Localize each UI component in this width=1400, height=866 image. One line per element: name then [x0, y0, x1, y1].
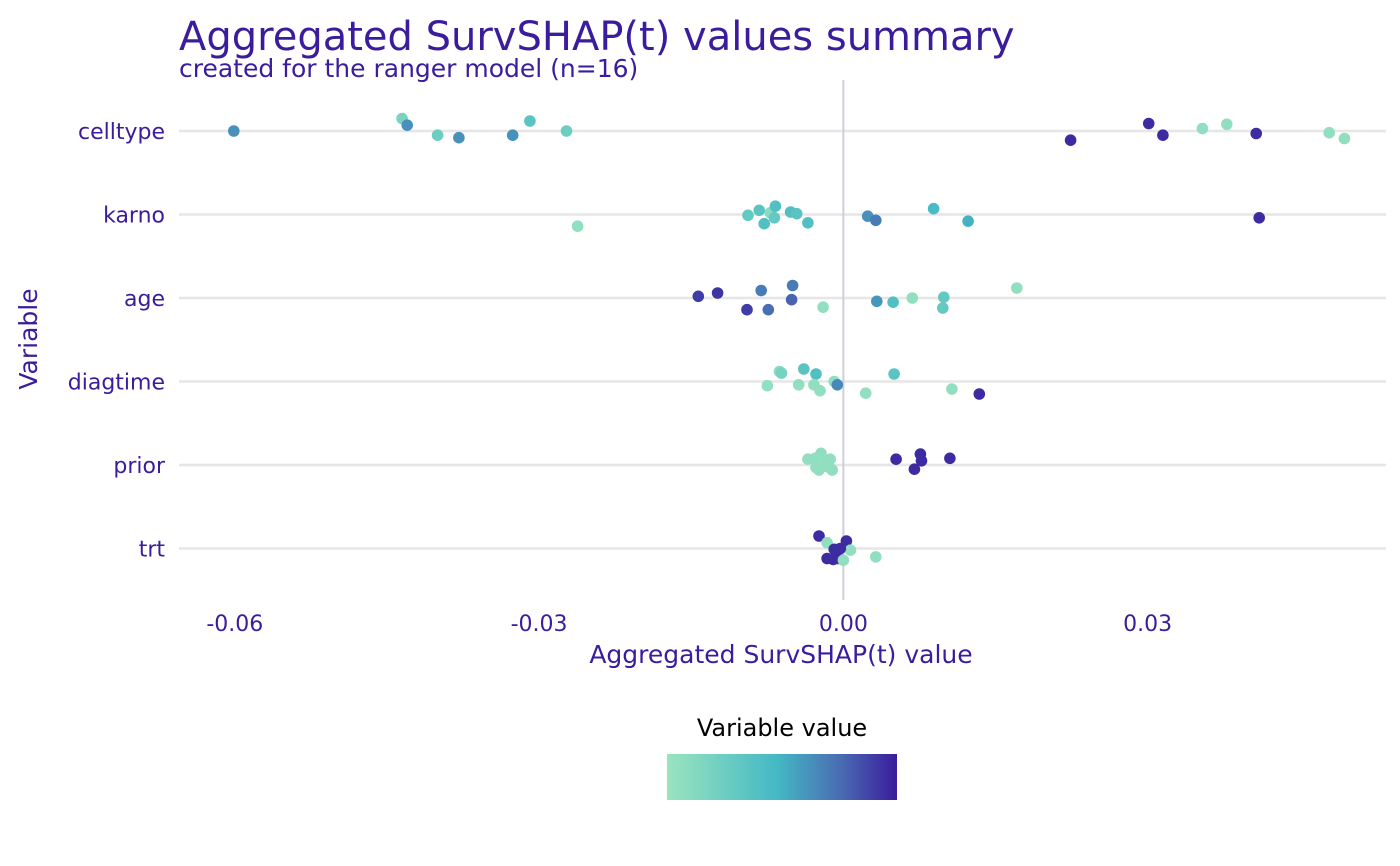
- data-point-age: [937, 302, 949, 314]
- data-point-diagtime: [973, 388, 986, 400]
- data-point-celltype: [1250, 127, 1262, 140]
- data-point-karno: [962, 215, 974, 227]
- data-point-diagtime: [814, 384, 826, 397]
- data-point-celltype: [1064, 134, 1077, 146]
- data-point-karno: [927, 202, 940, 215]
- data-point-age: [817, 301, 829, 314]
- data-point-prior: [815, 447, 827, 460]
- data-point-celltype: [1323, 126, 1335, 139]
- data-point-prior: [915, 455, 928, 467]
- data-point-karno: [769, 200, 782, 212]
- y-tick-label-age: age: [124, 287, 165, 312]
- x-axis-label: Aggregated SurvSHAP(t) value: [589, 640, 972, 669]
- data-point-age: [1011, 282, 1023, 294]
- y-tick-label-prior: prior: [113, 454, 166, 479]
- data-point-celltype: [1338, 132, 1351, 145]
- data-point-karno: [768, 212, 781, 224]
- data-point-age: [692, 290, 705, 303]
- data-point-prior: [813, 464, 825, 476]
- x-tick-label: -0.03: [511, 612, 568, 637]
- data-point-age: [785, 293, 798, 306]
- data-point-age: [741, 303, 753, 316]
- data-point-diagtime: [831, 379, 844, 391]
- data-point-diagtime: [798, 363, 810, 375]
- data-point-celltype: [1142, 117, 1155, 130]
- data-point-age: [938, 291, 950, 304]
- legend-colorbar: [667, 754, 897, 800]
- data-point-age: [711, 287, 724, 299]
- x-tick-label: 0.03: [1123, 612, 1172, 637]
- data-point-age: [762, 303, 775, 316]
- data-points: [228, 112, 1351, 566]
- data-point-diagtime: [810, 368, 822, 380]
- data-point-trt: [870, 551, 882, 563]
- data-point-diagtime: [888, 368, 900, 380]
- data-point-trt: [813, 530, 825, 542]
- data-point-celltype: [506, 129, 519, 141]
- x-tick-label: -0.06: [206, 612, 263, 637]
- data-point-karno: [758, 217, 770, 230]
- y-tick-labels: celltype karno age diagtime prior trt: [68, 120, 166, 563]
- data-point-celltype: [228, 125, 240, 137]
- x-tick-label: 0.00: [819, 612, 868, 637]
- data-point-diagtime: [792, 379, 805, 391]
- y-tick-label-karno: karno: [103, 204, 165, 229]
- y-tick-label-celltype: celltype: [78, 120, 165, 145]
- data-point-karno: [802, 217, 814, 229]
- y-axis-label: Variable: [14, 288, 43, 389]
- data-point-trt: [844, 544, 857, 556]
- chart-title: Aggregated SurvSHAP(t) values summary: [179, 14, 1015, 60]
- x-tick-labels: -0.06 -0.03 0.00 0.03: [206, 612, 1172, 637]
- data-point-celltype: [453, 131, 465, 144]
- data-point-prior: [822, 459, 834, 471]
- data-point-karno: [753, 204, 765, 217]
- data-point-karno: [742, 209, 754, 222]
- data-point-celltype: [560, 125, 573, 137]
- data-point-prior: [944, 452, 956, 465]
- data-point-age: [786, 279, 799, 292]
- data-point-diagtime: [946, 383, 958, 395]
- data-point-celltype: [1196, 122, 1209, 135]
- data-point-karno: [790, 207, 803, 220]
- data-point-diagtime: [761, 379, 774, 392]
- data-point-karno: [1253, 212, 1265, 224]
- data-point-prior: [890, 453, 902, 466]
- data-point-diagtime: [775, 367, 788, 379]
- data-point-trt: [834, 542, 847, 555]
- data-point-karno: [870, 214, 882, 227]
- data-point-age: [871, 295, 883, 308]
- y-tick-label-diagtime: diagtime: [68, 371, 165, 396]
- grid-lines: [179, 80, 1386, 600]
- data-point-diagtime: [859, 387, 872, 400]
- data-point-trt: [837, 554, 850, 566]
- data-point-celltype: [524, 115, 536, 127]
- data-point-karno: [571, 220, 584, 232]
- data-point-celltype: [1157, 129, 1169, 141]
- data-point-age: [755, 284, 767, 297]
- data-point-age: [906, 292, 919, 304]
- legend-title: Variable value: [697, 714, 867, 742]
- data-point-celltype: [431, 129, 444, 141]
- data-point-celltype: [401, 119, 414, 131]
- data-point-celltype: [1221, 118, 1233, 131]
- y-tick-label-trt: trt: [139, 538, 166, 563]
- data-point-prior: [908, 463, 921, 476]
- data-point-age: [887, 296, 899, 309]
- chart-subtitle: created for the ranger model (n=16): [179, 54, 638, 83]
